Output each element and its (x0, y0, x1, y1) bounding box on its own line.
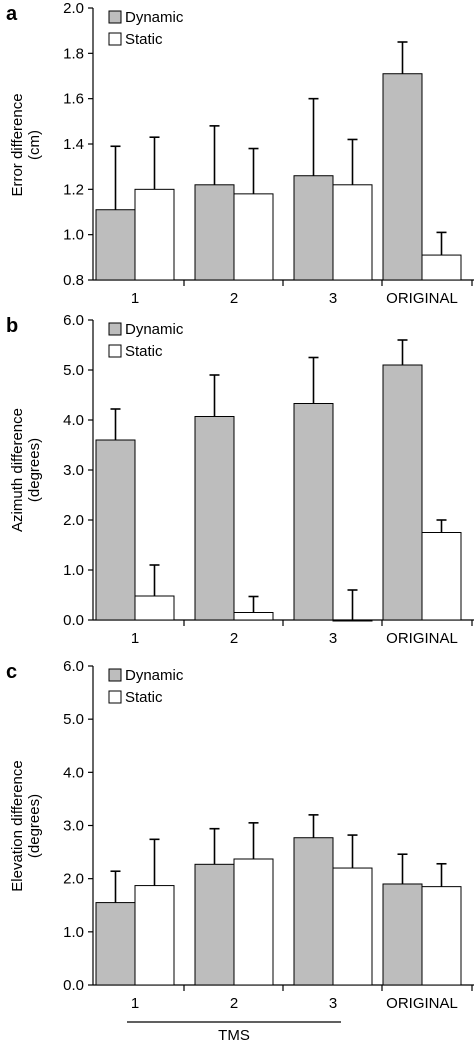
y-tick-label: 2.0 (63, 871, 84, 888)
legend-swatch-static (108, 344, 122, 358)
bar-static (421, 886, 462, 986)
legend-swatch-dynamic (108, 322, 122, 336)
y-axis-label-line: Azimuth difference (9, 408, 26, 532)
bar-static (233, 858, 274, 986)
y-tick-label: 1.0 (63, 924, 84, 941)
panel-letter: b (6, 315, 18, 337)
y-tick-label: 1.0 (63, 562, 84, 579)
y-axis-label-line: (degrees) (26, 794, 43, 858)
y-tick-label: 0.0 (63, 977, 84, 994)
legend: Dynamic Static (108, 667, 184, 706)
bar-dynamic (194, 416, 235, 621)
y-tick-label: 2.0 (63, 0, 84, 17)
bar-dynamic (194, 863, 235, 986)
bar-static (134, 885, 175, 986)
y-tick-label: 1.8 (63, 45, 84, 62)
legend-label-static: Static (125, 31, 163, 48)
y-axis-label-line: Error difference (9, 93, 26, 196)
legend: Dynamic Static (108, 321, 184, 360)
x-tick-label: ORIGINAL (386, 995, 458, 1012)
y-tick-label: 3.0 (63, 462, 84, 479)
bar-static (134, 595, 175, 621)
x-tick-label: 3 (329, 630, 337, 647)
y-axis-label-line: Elevation difference (9, 760, 26, 891)
panel-letter: a (6, 3, 18, 25)
bar-dynamic (194, 184, 235, 281)
x-tick-label: 3 (329, 995, 337, 1012)
y-tick-label: 1.4 (63, 136, 84, 153)
y-tick-label: 5.0 (63, 711, 84, 728)
legend-label-dynamic: Dynamic (125, 321, 184, 338)
bar-dynamic (95, 902, 136, 986)
x-tick-label: 2 (230, 995, 238, 1012)
bar-static (421, 532, 462, 621)
legend: Dynamic Static (108, 9, 184, 48)
y-tick-label: 6.0 (63, 312, 84, 329)
y-axis-label: Error difference(cm) (9, 93, 43, 196)
y-axis-label: Elevation difference(degrees) (9, 760, 43, 891)
y-tick-label: 0.8 (63, 272, 84, 289)
x-tick-label: 1 (131, 995, 139, 1012)
bar-dynamic (95, 439, 136, 621)
x-tick-label: 2 (230, 290, 238, 307)
bar-dynamic (382, 364, 423, 621)
legend-swatch-static (108, 690, 122, 704)
bar-static (332, 619, 373, 622)
bar-dynamic (382, 883, 423, 986)
x-tick-label: ORIGINAL (386, 290, 458, 307)
legend-swatch-dynamic (108, 668, 122, 682)
x-tick-label: 1 (131, 630, 139, 647)
panel-letter: c (6, 661, 17, 683)
bar-static (233, 612, 274, 621)
y-tick-label: 1.2 (63, 181, 84, 198)
bar-dynamic (293, 175, 334, 281)
y-tick-label: 1.6 (63, 91, 84, 108)
group-label: TMS (218, 1027, 250, 1042)
bar-dynamic (293, 403, 334, 621)
x-tick-label: 3 (329, 290, 337, 307)
legend-label-static: Static (125, 689, 163, 706)
bar-static (134, 188, 175, 281)
bar-static (421, 254, 462, 281)
x-tick-label: ORIGINAL (386, 630, 458, 647)
legend-swatch-dynamic (108, 10, 122, 24)
bar-static (332, 867, 373, 986)
legend-label-static: Static (125, 343, 163, 360)
legend-label-dynamic: Dynamic (125, 9, 184, 26)
legend-label-dynamic: Dynamic (125, 667, 184, 684)
panel-b: b Azimuth difference(degrees) 0.0 1.0 2.0 3.0… (6, 312, 474, 647)
y-tick-label: 4.0 (63, 764, 84, 781)
y-tick-label: 3.0 (63, 818, 84, 835)
legend-swatch-static (108, 32, 122, 46)
x-tick-label: 1 (131, 290, 139, 307)
bar-static (233, 193, 274, 281)
x-tick-label: 2 (230, 630, 238, 647)
y-tick-label: 2.0 (63, 512, 84, 529)
y-tick-label: 1.0 (63, 227, 84, 244)
bar-dynamic (95, 209, 136, 281)
bar-static (332, 184, 373, 281)
panel-c: c Elevation difference(degrees) 0.0 1.0 2.0 3… (6, 658, 474, 1042)
y-tick-label: 0.0 (63, 612, 84, 629)
y-tick-label: 4.0 (63, 412, 84, 429)
y-tick-label: 6.0 (63, 658, 84, 675)
y-axis-label-line: (degrees) (26, 438, 43, 502)
y-tick-label: 5.0 (63, 362, 84, 379)
y-axis-label-line: (cm) (26, 130, 43, 160)
panel-a: a Error difference(cm) 0.8 1.0 1.2 1.4 1.6 1.8 2… (6, 0, 474, 307)
y-axis-label: Azimuth difference(degrees) (9, 408, 43, 532)
bar-dynamic (382, 73, 423, 281)
bar-dynamic (293, 837, 334, 986)
